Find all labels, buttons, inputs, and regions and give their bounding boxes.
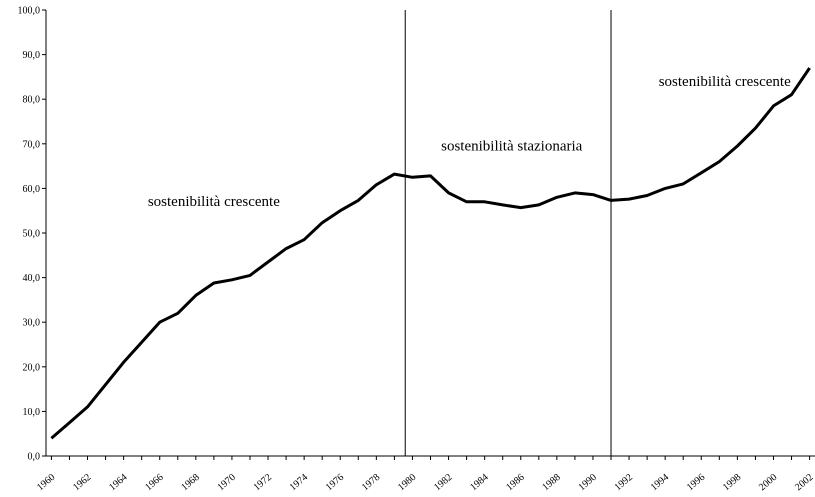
x-tick-label: 1990	[577, 472, 599, 493]
x-tick-label: 1966	[143, 472, 165, 493]
y-tick-label: 80,0	[23, 95, 41, 106]
x-tick-label: 1982	[432, 472, 454, 493]
annotations: sostenibilità crescente sostenibilità sta…	[148, 74, 791, 210]
x-tick-label: 1984	[468, 472, 490, 493]
y-tick-label: 100,0	[18, 6, 41, 17]
x-tick-label: 2002	[793, 472, 815, 493]
period-dividers	[404, 10, 612, 456]
x-tick-label: 1988	[540, 472, 562, 493]
x-tick-label: 1994	[649, 472, 671, 493]
y-tick-label: 10,0	[23, 407, 41, 418]
x-tick-label: 1976	[324, 472, 346, 493]
x-tick-label: 1978	[360, 472, 382, 493]
y-tick-label: 20,0	[23, 362, 41, 373]
y-tick-label: 60,0	[23, 184, 41, 195]
annotation-label: sostenibilità crescente	[659, 74, 791, 90]
y-tick-label: 70,0	[23, 139, 41, 150]
x-axis: 1960 1962 1964 1966 1968 1970 1972 1974 1976 1978…	[35, 455, 815, 493]
x-tick-label: 1974	[288, 472, 310, 493]
x-tick-label: 1968	[179, 472, 201, 493]
x-tick-label: 1996	[685, 472, 707, 493]
annotation-label: sostenibilità stazionaria	[441, 138, 583, 154]
x-tick-label: 1970	[215, 472, 237, 493]
y-axis: 0,0 10,0 20,0 30,0 40,0 50,0 60,0 70,0 80,0 90,0 1…	[18, 6, 47, 463]
x-tick-label: 1972	[252, 472, 274, 493]
x-tick-label: 2000	[757, 472, 779, 493]
y-tick-label: 50,0	[23, 229, 41, 240]
x-tick-label: 1992	[613, 472, 635, 493]
annotation-label: sostenibilità crescente	[148, 194, 280, 210]
series-line-group	[50, 67, 811, 440]
y-tick-label: 90,0	[23, 50, 41, 61]
x-tick-label: 1998	[721, 472, 743, 493]
x-tick-label: 1986	[504, 472, 526, 493]
y-tick-label: 30,0	[23, 318, 41, 329]
y-tick-label: 40,0	[23, 273, 41, 284]
x-tick-label: 1960	[35, 472, 57, 493]
x-tick-label: 1980	[396, 472, 418, 493]
x-tick-label: 1964	[107, 472, 129, 493]
x-tick-label: 1962	[71, 472, 93, 493]
y-tick-label: 0,0	[28, 452, 41, 463]
series-line	[50, 67, 811, 440]
